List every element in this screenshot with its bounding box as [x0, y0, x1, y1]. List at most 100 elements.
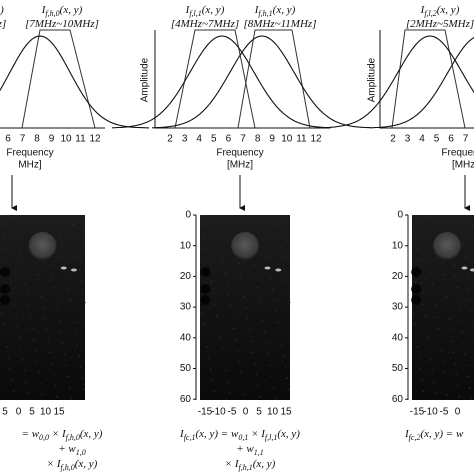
speckle — [61, 244, 63, 246]
depth-tick-label: 0 — [397, 210, 403, 221]
speckle — [214, 303, 216, 305]
filter-label: If,h,0(x, y) — [41, 4, 83, 19]
subscript: fc,2 — [409, 433, 421, 442]
speckle — [456, 287, 458, 289]
filter-label: [8MHz~11MHz] — [244, 18, 317, 30]
speckle — [423, 216, 426, 218]
speckle — [70, 398, 72, 400]
math-text: (x, y) — [60, 4, 83, 16]
speckle — [10, 281, 12, 283]
filter-label: If,h,1(x, y) — [254, 4, 296, 19]
speckle — [440, 350, 443, 351]
speckle — [434, 392, 436, 394]
speckle — [19, 250, 22, 252]
speckle — [225, 370, 227, 372]
speckle — [45, 231, 47, 233]
speckle — [18, 337, 21, 339]
speckle — [16, 227, 18, 229]
speckle — [78, 355, 80, 357]
speckle — [471, 224, 473, 226]
speckle — [449, 329, 452, 331]
speckle — [6, 259, 9, 261]
speckle — [453, 264, 455, 266]
speckle — [6, 346, 8, 348]
speckle — [52, 374, 55, 376]
speckle — [459, 222, 462, 224]
speckle — [237, 263, 240, 265]
filter-window — [237, 29, 311, 129]
speckle — [243, 296, 245, 298]
speckle — [227, 381, 229, 383]
speckle — [421, 292, 424, 294]
plot-axes — [379, 30, 474, 129]
plot-axes — [0, 127, 105, 129]
lateral-tick-label: 15 — [53, 407, 65, 418]
speckle — [248, 329, 251, 331]
speckle — [426, 326, 428, 327]
freq-tick-label: 2 — [390, 134, 396, 145]
subscript: f,l,1 — [265, 433, 277, 442]
speckle — [449, 231, 451, 233]
speckle — [445, 296, 448, 298]
speckle — [79, 366, 82, 368]
subscript: 1,1 — [254, 448, 264, 457]
spectrum-curve — [0, 35, 150, 129]
math-text: (x, y) — [437, 4, 460, 16]
speckle — [83, 388, 85, 390]
speckle — [51, 363, 53, 364]
speckle — [51, 276, 54, 278]
speckle — [444, 383, 447, 385]
spectrum-curve — [369, 37, 474, 129]
speckle — [58, 320, 61, 322]
speckle — [56, 396, 58, 398]
freq-tick-label: 11 — [75, 134, 86, 145]
speckle — [34, 350, 37, 351]
speckle — [428, 348, 431, 350]
freq-tick-label: 2 — [167, 134, 173, 145]
speckle — [24, 283, 27, 285]
speckle — [3, 237, 5, 239]
speckle — [463, 255, 466, 257]
math-text: + w — [58, 443, 76, 455]
speckle — [463, 342, 465, 344]
speckle — [209, 368, 212, 370]
speckle — [276, 224, 278, 226]
depth-tick-label: 50 — [180, 363, 192, 374]
lateral-tick-label: 10 — [267, 407, 279, 418]
speckle — [470, 398, 472, 400]
speckle — [14, 216, 16, 218]
speckle — [210, 281, 213, 283]
speckle — [413, 226, 415, 228]
speckle — [458, 309, 461, 311]
cyst — [411, 284, 422, 294]
speckle — [269, 364, 271, 366]
speckle — [80, 279, 83, 281]
lateral-tick-label: -15 — [410, 407, 425, 418]
speckle — [423, 303, 425, 305]
lateral-tick-label: -5 — [440, 407, 449, 418]
freq-tick-label: 12 — [310, 134, 322, 145]
speckle — [277, 322, 279, 324]
bright-target — [469, 268, 474, 272]
math-text: I — [179, 428, 185, 440]
speckle — [252, 351, 254, 353]
speckle — [246, 318, 249, 320]
math-text: I — [41, 4, 47, 16]
speckle — [26, 294, 28, 296]
speckle — [213, 390, 215, 392]
filter-label: If,l,1(x, y) — [185, 4, 225, 19]
speckle — [76, 344, 78, 346]
speckle — [41, 394, 44, 396]
speckle — [458, 396, 460, 398]
speckle — [427, 337, 429, 339]
speckle — [278, 235, 280, 237]
cyst — [200, 267, 211, 277]
speckle — [215, 216, 217, 218]
speckle — [253, 264, 255, 266]
speckle — [12, 390, 15, 392]
subscript: 0,1 — [238, 433, 248, 442]
math-text: I — [185, 4, 191, 16]
freq-axis-unit: [MHz] — [452, 160, 474, 171]
lateral-tick-label: -15 — [198, 407, 213, 418]
speckle — [0, 313, 3, 315]
